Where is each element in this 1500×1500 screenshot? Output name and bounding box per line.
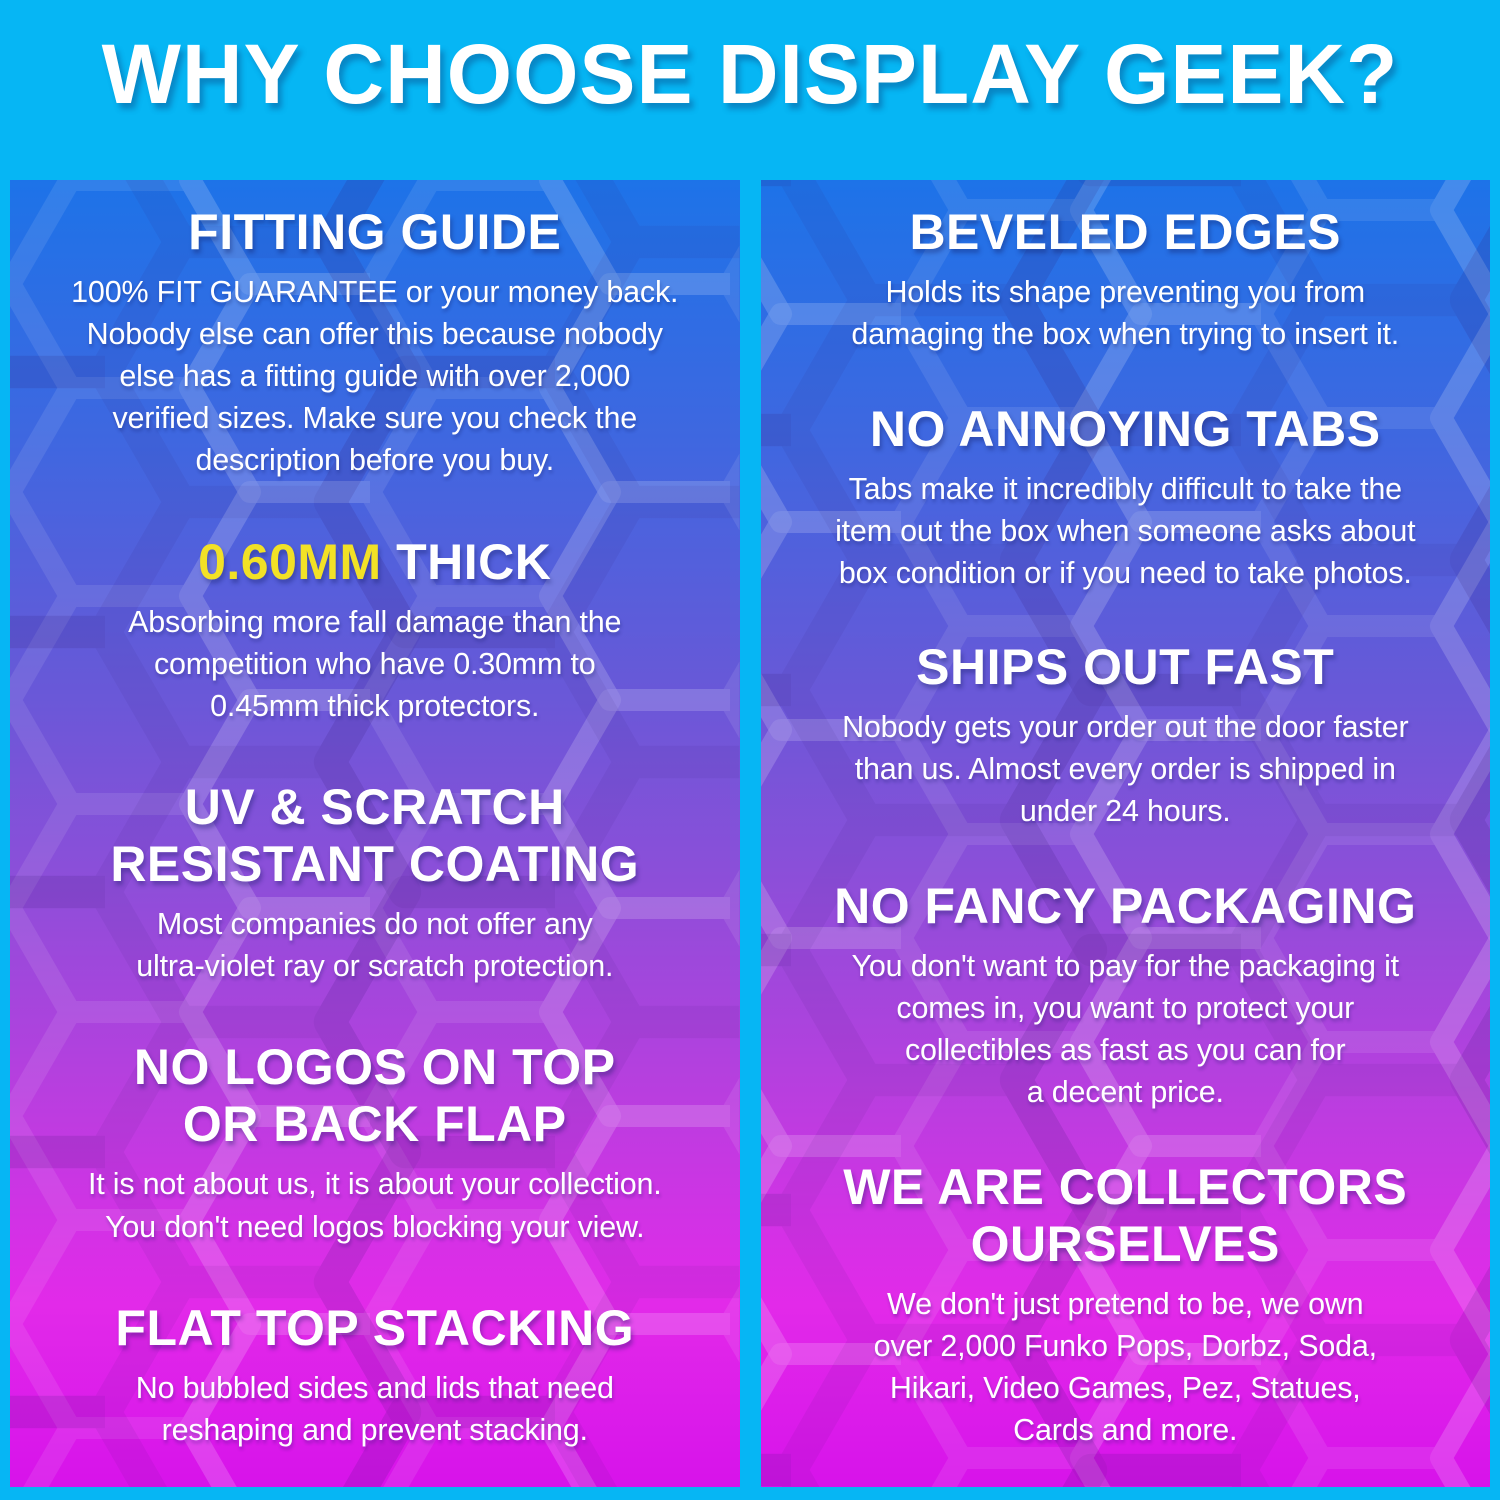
hexagon-pattern (760, 180, 1490, 1487)
section-body: Most companies do not offer any ultra-vi… (136, 907, 614, 984)
section-heading: 0.60MM THICK (128, 534, 621, 591)
left-panel-content: FITTING GUIDE 100% FIT GUARANTEE or your… (10, 180, 740, 1487)
left-panel: FITTING GUIDE 100% FIT GUARANTEE or your… (10, 180, 740, 1487)
section-heading: FLAT TOP STACKING (115, 1299, 635, 1356)
section-heading: UV & SCRATCH RESISTANT COATING (110, 779, 640, 893)
section-heading: BEVELED EDGES (909, 204, 1342, 260)
section-heading: NO FANCY PACKAGING (834, 877, 1417, 934)
section-no-annoying-tabs: NO ANNOYING TABS Tabs make it incredibly… (835, 400, 1416, 594)
section-heading: SHIPS OUT FAST (916, 639, 1335, 696)
section-uv-scratch-coating: UV & SCRATCH RESISTANT COATING Most comp… (110, 779, 639, 987)
section-heading: NO ANNOYING TABS (869, 400, 1381, 457)
hexagon-pattern (10, 180, 740, 1487)
section-body: It is not about us, it is about your col… (87, 1167, 662, 1244)
section-body: Nobody gets your order out the door fast… (842, 710, 1409, 829)
section-ships-out-fast: SHIPS OUT FAST Nobody gets your order ou… (842, 639, 1409, 832)
section-body: You don't want to pay for the packaging … (851, 948, 1400, 1110)
section-body: We don't just pretend to be, we own over… (873, 1286, 1378, 1447)
section-heading: WE ARE COLLECTORS OURSELVES (843, 1158, 1408, 1272)
section-heading: NO LOGOS ON TOP OR BACK FLAP (133, 1039, 616, 1153)
section-no-logos: NO LOGOS ON TOP OR BACK FLAP It is not a… (88, 1039, 662, 1247)
page-title: WHY CHOOSE DISPLAY GEEK? (101, 27, 1399, 121)
section-heading: FITTING GUIDE (188, 204, 562, 260)
section-body: Tabs make it incredibly difficult to tak… (835, 471, 1416, 590)
section-flat-top-stacking: FLAT TOP STACKING No bubbled sides and l… (115, 1300, 634, 1451)
section-no-fancy-packaging: NO FANCY PACKAGING You don't want to pay… (834, 878, 1416, 1113)
section-body: Holds its shape preventing you from dama… (851, 275, 1400, 352)
section-body: 100% FIT GUARANTEE or your money back. N… (71, 275, 679, 478)
section-fitting-guide: FITTING GUIDE 100% FIT GUARANTEE or your… (71, 204, 678, 481)
right-panel-content: BEVELED EDGES Holds its shape preventing… (761, 180, 1491, 1487)
section-body: Absorbing more fall damage than the comp… (128, 604, 622, 723)
section-we-are-collectors: WE ARE COLLECTORS OURSELVES We don't jus… (843, 1159, 1407, 1451)
section-beveled-edges: BEVELED EDGES Holds its shape preventing… (851, 204, 1399, 355)
right-panel: BEVELED EDGES Holds its shape preventing… (760, 180, 1491, 1487)
feature-panels: FITTING GUIDE 100% FIT GUARANTEE or your… (10, 180, 1490, 1487)
thickness-heading-rest: THICK (381, 533, 552, 590)
thickness-highlight: 0.60MM (198, 533, 382, 590)
section-body: No bubbled sides and lids that need resh… (135, 1370, 614, 1447)
section-thickness: 0.60MM THICK Absorbing more fall damage … (128, 534, 621, 727)
